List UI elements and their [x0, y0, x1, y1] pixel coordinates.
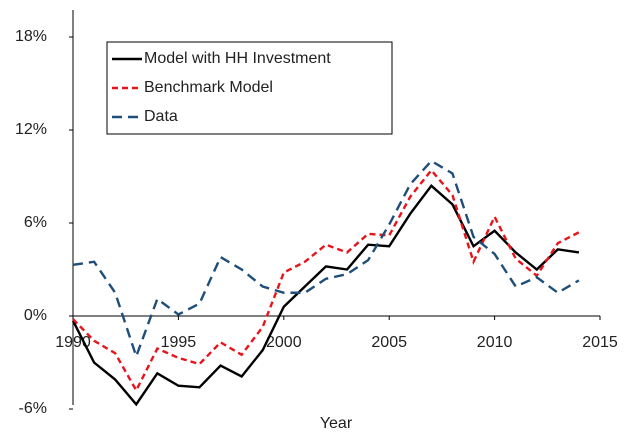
line-series — [72, 159, 580, 360]
x-tick-label: 1990 — [55, 334, 91, 351]
y-tick-label: 6% — [24, 214, 47, 231]
x-tick-label: 2010 — [477, 334, 513, 351]
x-axis-label: Year — [320, 415, 353, 432]
legend-label: Model with HH Investment — [144, 50, 331, 67]
legend-label: Data — [144, 108, 178, 125]
y-tick-label: 18% — [15, 28, 47, 45]
x-tick-label: 2005 — [371, 334, 407, 351]
x-tick-label: 2000 — [266, 334, 302, 351]
line-series — [71, 184, 580, 407]
x-tick-label: 2015 — [582, 334, 618, 351]
legend-label: Benchmark Model — [144, 79, 273, 96]
y-tick-label: 12% — [15, 121, 47, 138]
y-tick-label: -6% — [19, 400, 47, 417]
legend-box — [106, 41, 393, 135]
y-tick-label: 0% — [24, 307, 47, 324]
x-tick-label: 1995 — [161, 334, 197, 351]
line-series — [72, 168, 580, 393]
